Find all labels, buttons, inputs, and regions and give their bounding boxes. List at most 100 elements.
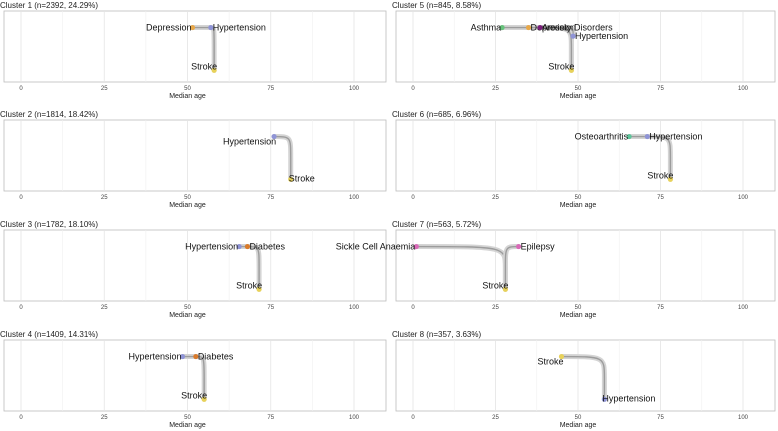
node-label: Hypertension xyxy=(185,242,238,252)
panel-title: Cluster 4 (n=1409, 14.31%) xyxy=(0,330,98,339)
x-tick-label: 100 xyxy=(738,415,749,421)
panel-frame xyxy=(3,10,387,83)
x-tick-label: 50 xyxy=(184,305,191,311)
edge-line xyxy=(539,26,573,71)
x-tick-label: 25 xyxy=(101,415,108,421)
node-label: Hypertension xyxy=(223,137,276,147)
node-point xyxy=(201,396,207,402)
node-point xyxy=(208,24,214,31)
x-tick-label: 0 xyxy=(411,195,415,201)
x-tick-label: 100 xyxy=(738,195,749,201)
panel-title: Cluster 8 (n=357, 3.63%) xyxy=(392,330,481,339)
x-axis-label: Median age xyxy=(560,312,597,319)
cluster-panel-8: Cluster 8 (n=357, 3.63%) 0 25 50 75 100 Median… xyxy=(392,330,776,429)
node-label: Depression xyxy=(531,23,577,33)
cluster-panel-6: Cluster 7 (n=563, 5.72%) 0 25 50 75 100 Median… xyxy=(336,220,776,319)
x-tick-label: 75 xyxy=(657,305,664,311)
node-point xyxy=(189,24,196,31)
x-tick-label: 25 xyxy=(101,305,108,311)
x-tick-label: 75 xyxy=(267,195,274,201)
x-axis-label: Median age xyxy=(169,202,206,209)
panel-title: Cluster 5 (n=845, 8.58%) xyxy=(392,1,481,10)
node-label: Stroke xyxy=(236,280,262,290)
x-tick-label: 100 xyxy=(349,86,360,92)
x-tick-label: 75 xyxy=(267,86,274,92)
x-tick-label: 0 xyxy=(19,305,23,311)
x-tick-label: 75 xyxy=(657,86,664,92)
edge-line xyxy=(246,245,260,290)
node-point xyxy=(525,24,532,31)
node-point xyxy=(211,67,217,73)
node-label: Stroke xyxy=(181,390,207,400)
cluster-panel-2: Cluster 5 (n=845, 8.58%) 0 25 50 75 100 Median… xyxy=(392,1,776,100)
cluster-panel-4: Cluster 6 (n=685, 6.96%) 0 25 50 75 100 Median… xyxy=(392,110,776,209)
x-tick-label: 100 xyxy=(738,305,749,311)
edge-line xyxy=(504,245,520,290)
node-point xyxy=(236,243,242,250)
x-tick-label: 100 xyxy=(349,415,360,421)
panel-title: Cluster 1 (n=2392, 24.29%) xyxy=(0,1,98,10)
x-axis-label: Median age xyxy=(560,422,597,429)
x-axis-label: Median age xyxy=(560,202,597,209)
node-label: Stroke xyxy=(191,61,217,71)
panel-title: Cluster 3 (n=1782, 18.10%) xyxy=(0,220,98,229)
x-tick-label: 0 xyxy=(411,305,415,311)
x-tick-label: 25 xyxy=(492,86,499,92)
panel-frame xyxy=(395,229,776,302)
node-label: Osteoarthritis xyxy=(575,132,629,142)
node-label: Stroke xyxy=(548,61,574,71)
cluster-panel-3: Cluster 2 (n=1814, 18.42%) 0 25 50 75 100 Medi… xyxy=(0,110,387,209)
x-tick-label: 100 xyxy=(738,86,749,92)
node-point xyxy=(558,353,565,360)
x-tick-label: 50 xyxy=(184,195,191,201)
node-label: Stroke xyxy=(289,173,315,183)
x-tick-label: 50 xyxy=(575,305,582,311)
node-label: Sickle Cell Anaemia xyxy=(336,242,416,252)
x-axis-label: Median age xyxy=(169,422,206,429)
panel-frame xyxy=(3,119,387,192)
node-point xyxy=(244,243,251,250)
x-tick-label: 25 xyxy=(101,195,108,201)
x-tick-label: 25 xyxy=(492,195,499,201)
node-point xyxy=(413,243,419,250)
x-axis-label: Median age xyxy=(169,93,206,100)
panel-frame xyxy=(3,339,387,412)
x-tick-label: 0 xyxy=(19,415,23,421)
x-tick-label: 50 xyxy=(575,86,582,92)
node-label: Hypertension xyxy=(602,393,655,403)
node-point xyxy=(193,353,199,360)
x-tick-label: 50 xyxy=(184,415,191,421)
x-tick-label: 100 xyxy=(349,195,360,201)
node-point xyxy=(644,133,650,140)
x-tick-label: 75 xyxy=(267,415,274,421)
x-tick-label: 0 xyxy=(411,415,415,421)
panel-title: Cluster 7 (n=563, 5.72%) xyxy=(392,220,481,229)
node-label: Anxiety Disorders xyxy=(542,23,613,33)
x-tick-label: 75 xyxy=(267,305,274,311)
x-tick-label: 25 xyxy=(492,415,499,421)
node-point xyxy=(179,353,186,360)
x-tick-label: 75 xyxy=(657,195,664,201)
panel-title: Cluster 2 (n=1814, 18.42%) xyxy=(0,110,98,119)
node-point xyxy=(626,133,632,140)
node-point xyxy=(271,133,277,140)
node-point xyxy=(601,396,608,402)
edge-line xyxy=(646,135,672,180)
x-tick-label: 50 xyxy=(184,86,191,92)
panel-title: Cluster 6 (n=685, 6.96%) xyxy=(392,110,481,119)
x-tick-label: 0 xyxy=(19,86,23,92)
node-label: Hypertension xyxy=(575,31,628,41)
cluster-panel-7: Cluster 4 (n=1409, 14.31%) 0 25 50 75 100 Medi… xyxy=(0,330,387,429)
cluster-panel-1: Cluster 1 (n=2392, 24.29%) 0 25 50 75 100 Medi… xyxy=(0,1,387,100)
x-axis-label: Median age xyxy=(169,312,206,319)
x-axis-label: Median age xyxy=(560,93,597,100)
edge-line xyxy=(273,135,292,180)
node-label: Hypertension xyxy=(128,352,181,362)
x-tick-label: 0 xyxy=(411,86,415,92)
node-point xyxy=(667,176,674,182)
x-tick-label: 25 xyxy=(492,305,499,311)
node-label: Stroke xyxy=(482,280,508,290)
node-label: Epilepsy xyxy=(521,242,556,252)
node-point xyxy=(568,67,575,73)
